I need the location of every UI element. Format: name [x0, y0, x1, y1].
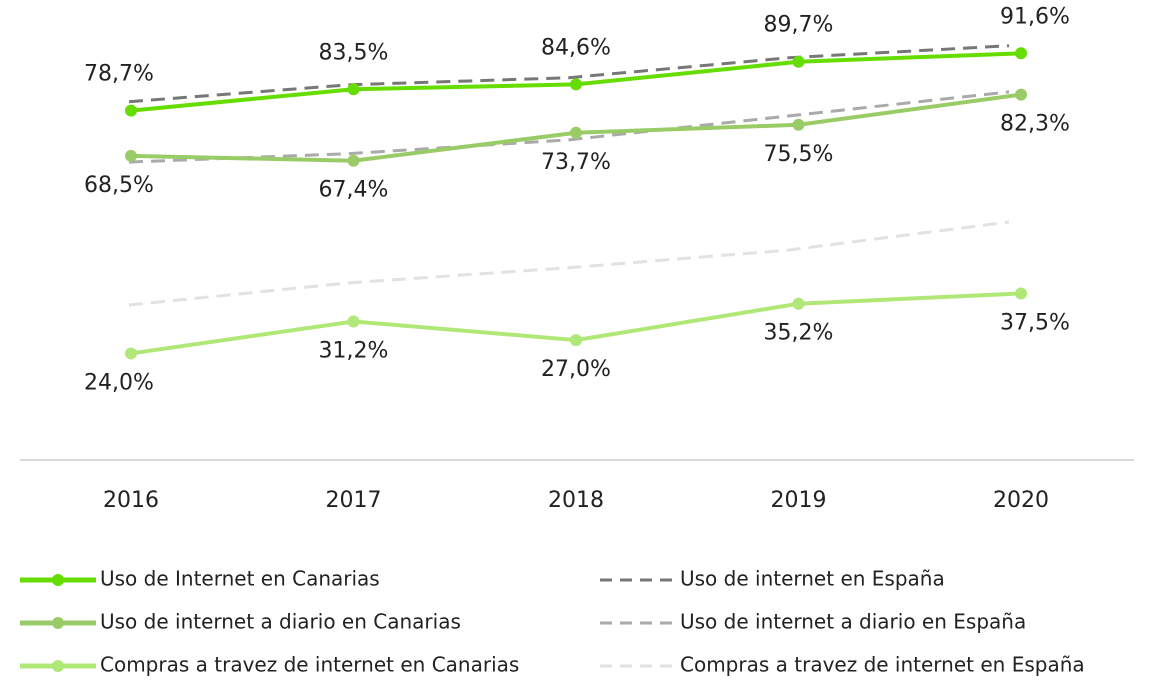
- line: [128, 44, 1010, 104]
- marker: [792, 55, 805, 68]
- marker: [1015, 287, 1027, 300]
- legend-marker: [52, 617, 64, 629]
- marker: [347, 154, 360, 167]
- marker: [1015, 88, 1027, 101]
- marker: [1015, 47, 1027, 60]
- marker: [570, 334, 582, 347]
- marker: [125, 104, 137, 117]
- line: [128, 90, 1010, 164]
- marker: [792, 297, 805, 310]
- x-tick-label: 2016: [103, 488, 159, 513]
- data-label: 91,6%: [1000, 4, 1070, 29]
- data-label: 78,7%: [84, 62, 154, 87]
- data-label: 73,7%: [541, 150, 611, 175]
- marker: [125, 347, 137, 360]
- x-tick-label: 2020: [993, 488, 1049, 513]
- data-label: 67,4%: [319, 178, 389, 203]
- data-label: 82,3%: [1000, 112, 1070, 137]
- data-label: 75,5%: [764, 142, 834, 167]
- data-label: 24,0%: [84, 370, 154, 395]
- x-tick-label: 2017: [326, 488, 382, 513]
- legend-label: Compras a travez de internet en España: [680, 653, 1085, 677]
- marker: [792, 118, 805, 131]
- data-label: 83,5%: [319, 40, 389, 65]
- x-tick-label: 2018: [548, 488, 604, 513]
- legend-label: Uso de internet a diario en Canarias: [100, 610, 461, 634]
- data-label: 37,5%: [1000, 311, 1070, 336]
- legend-label: Uso de internet en España: [680, 567, 945, 591]
- data-label: 84,6%: [541, 35, 611, 60]
- marker: [347, 315, 360, 328]
- data-label: 89,7%: [764, 13, 834, 38]
- marker: [570, 126, 582, 139]
- marker: [570, 78, 582, 91]
- line: [128, 220, 1010, 307]
- data-label: 31,2%: [319, 338, 389, 363]
- legend-label: Compras a travez de internet en Canarias: [100, 653, 519, 677]
- legend-label: Uso de internet a diario en España: [680, 610, 1026, 634]
- data-label: 68,5%: [84, 173, 154, 198]
- marker: [347, 83, 360, 96]
- legend-marker: [52, 660, 64, 672]
- legend-marker: [52, 574, 64, 586]
- legend-label: Uso de Internet en Canarias: [100, 567, 380, 591]
- data-label: 27,0%: [541, 357, 611, 382]
- marker: [125, 149, 137, 162]
- x-tick-label: 2019: [771, 488, 827, 513]
- data-label: 35,2%: [764, 321, 834, 346]
